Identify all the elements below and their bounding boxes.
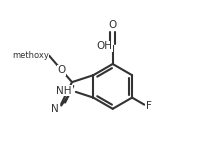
Text: OH: OH <box>96 41 112 51</box>
Text: O: O <box>57 65 65 75</box>
Text: F: F <box>145 101 151 111</box>
Text: O: O <box>108 20 116 30</box>
Text: N: N <box>51 104 59 114</box>
Text: methoxy: methoxy <box>12 51 49 60</box>
Text: NH: NH <box>56 86 72 96</box>
